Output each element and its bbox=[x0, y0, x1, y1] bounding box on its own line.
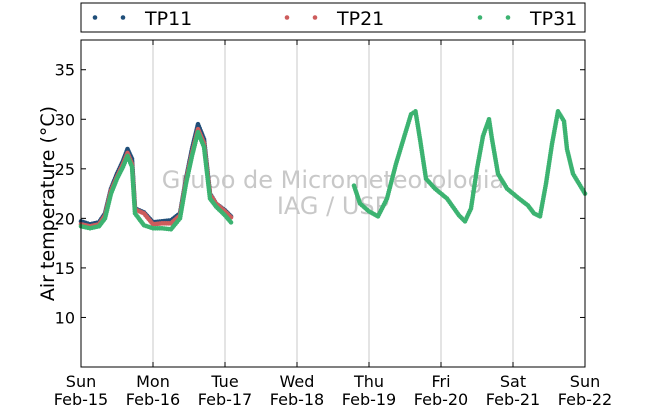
legend-label-tp31: TP31 bbox=[529, 8, 577, 30]
y-tick-label: 10 bbox=[55, 308, 75, 327]
y-tick-label: 35 bbox=[55, 61, 75, 80]
x-tick-label-day: Sun bbox=[570, 372, 600, 391]
axis-ticks: SunFeb-15MonFeb-16TueFeb-17WedFeb-18ThuF… bbox=[54, 40, 612, 409]
grid-lines bbox=[152, 40, 514, 367]
watermark-line-1: Grupo de Micrometeorologia bbox=[162, 166, 504, 194]
x-tick-label-day: Mon bbox=[136, 372, 170, 391]
y-axis-label: Air temperature (°C) bbox=[37, 106, 59, 301]
legend-marker bbox=[284, 15, 290, 20]
x-tick-label-date: Feb-15 bbox=[54, 390, 108, 409]
x-tick-label-date: Feb-20 bbox=[414, 390, 468, 409]
x-tick-label-day: Fri bbox=[431, 372, 450, 391]
watermark: Grupo de Micrometeorologia IAG / USP bbox=[162, 166, 504, 220]
y-tick-label: 30 bbox=[55, 110, 75, 129]
watermark-line-2: IAG / USP bbox=[277, 192, 389, 220]
data-points bbox=[78, 109, 588, 232]
x-tick-label-day: Sun bbox=[66, 372, 96, 391]
x-tick-label-date: Feb-19 bbox=[342, 390, 396, 409]
legend-marker bbox=[120, 15, 126, 20]
x-tick-label-date: Feb-21 bbox=[486, 390, 540, 409]
x-tick-label-date: Feb-18 bbox=[270, 390, 324, 409]
legend-marker bbox=[92, 15, 98, 20]
legend-marker bbox=[505, 15, 511, 20]
legend-label-tp11: TP11 bbox=[144, 8, 192, 30]
x-tick-label-date: Feb-16 bbox=[126, 390, 180, 409]
legend-frame bbox=[80, 2, 586, 33]
y-tick-label: 20 bbox=[55, 209, 75, 228]
series-tp11 bbox=[78, 121, 234, 227]
plot-area-frame bbox=[80, 39, 586, 368]
legend-marker bbox=[477, 15, 483, 20]
x-tick-label-date: Feb-17 bbox=[198, 390, 252, 409]
legend-label-tp21: TP21 bbox=[336, 8, 384, 30]
x-tick-label-day: Wed bbox=[280, 372, 315, 391]
x-tick-label-day: Sat bbox=[500, 372, 526, 391]
x-tick-label-day: Thu bbox=[353, 372, 384, 391]
series-tp21 bbox=[78, 126, 234, 229]
y-tick-label: 25 bbox=[55, 160, 75, 179]
legend: TP11 TP21 TP31 bbox=[80, 2, 586, 33]
x-tick-label-date: Feb-22 bbox=[558, 390, 612, 409]
legend-marker bbox=[312, 15, 318, 20]
y-tick-label: 15 bbox=[55, 259, 75, 278]
x-tick-label-day: Tue bbox=[210, 372, 238, 391]
data-point bbox=[228, 220, 234, 225]
series-tp31 bbox=[78, 109, 588, 232]
